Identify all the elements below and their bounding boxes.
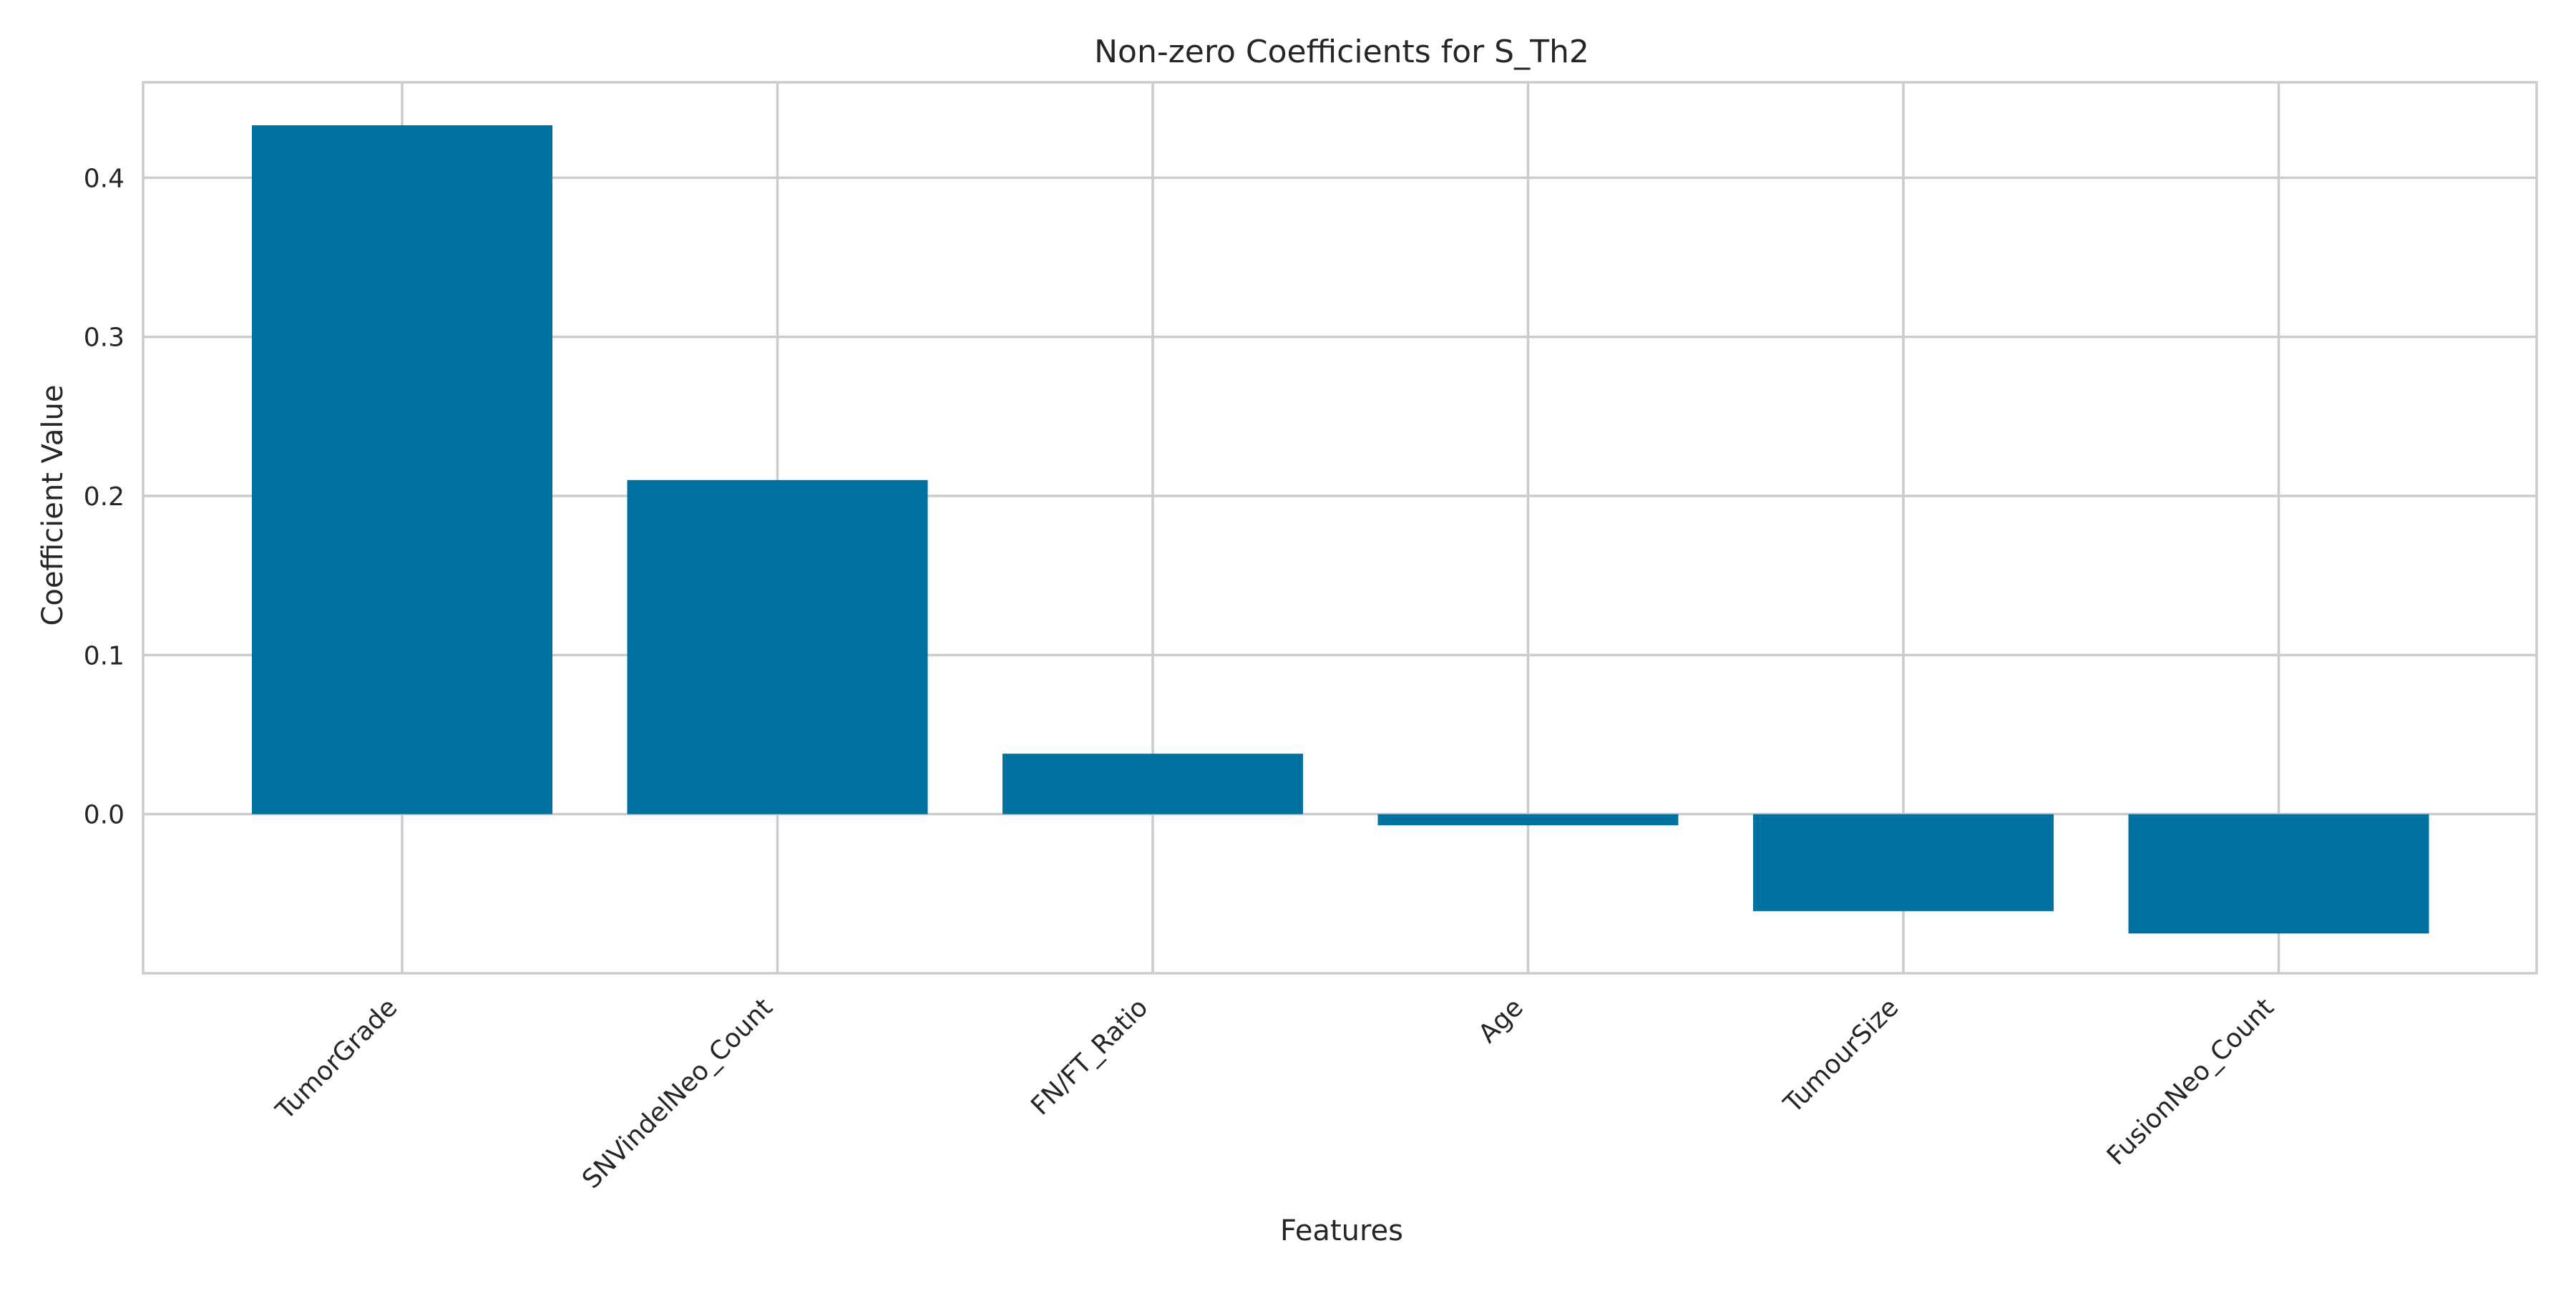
bar-layer <box>252 125 2429 934</box>
y-tick-label: 0.3 <box>84 323 125 353</box>
bar-tumorgrade <box>252 125 552 814</box>
y-tick-label: 0.0 <box>84 801 125 830</box>
x-tick-label: FusionNeo_Count <box>2102 993 2280 1171</box>
x-tick-label: TumorGrade <box>270 993 403 1126</box>
bar-age <box>1377 814 1679 826</box>
x-axis-label: Features <box>1280 1214 1403 1247</box>
y-tick-label: 0.1 <box>84 641 125 671</box>
y-tick-label: 0.4 <box>84 164 125 193</box>
x-tick-label: SNVindelNeo_Count <box>577 993 779 1194</box>
x-tick-labels: TumorGrade SNVindelNeo_Count FN/FT_Ratio Ag… <box>270 993 2279 1194</box>
x-tick-label: FN/FT_Ratio <box>1025 993 1153 1121</box>
bar-fn-ft-ratio <box>1002 754 1303 814</box>
chart-title: Non-zero Coefficients for S_Th2 <box>1094 34 1589 70</box>
x-tick-label: Age <box>1473 993 1529 1048</box>
bar-tumoursize <box>1753 814 2054 912</box>
x-tick-label: TumourSize <box>1778 993 1905 1119</box>
bar-fusionneo-count <box>2128 814 2429 934</box>
y-tick-label: 0.2 <box>84 482 125 512</box>
y-axis-label: Coefficient Value <box>36 385 69 626</box>
y-tick-labels: 0.0 0.1 0.2 0.3 0.4 <box>84 164 125 829</box>
plot-frame <box>142 81 2538 975</box>
bar-snvindelneo-count <box>627 479 928 814</box>
